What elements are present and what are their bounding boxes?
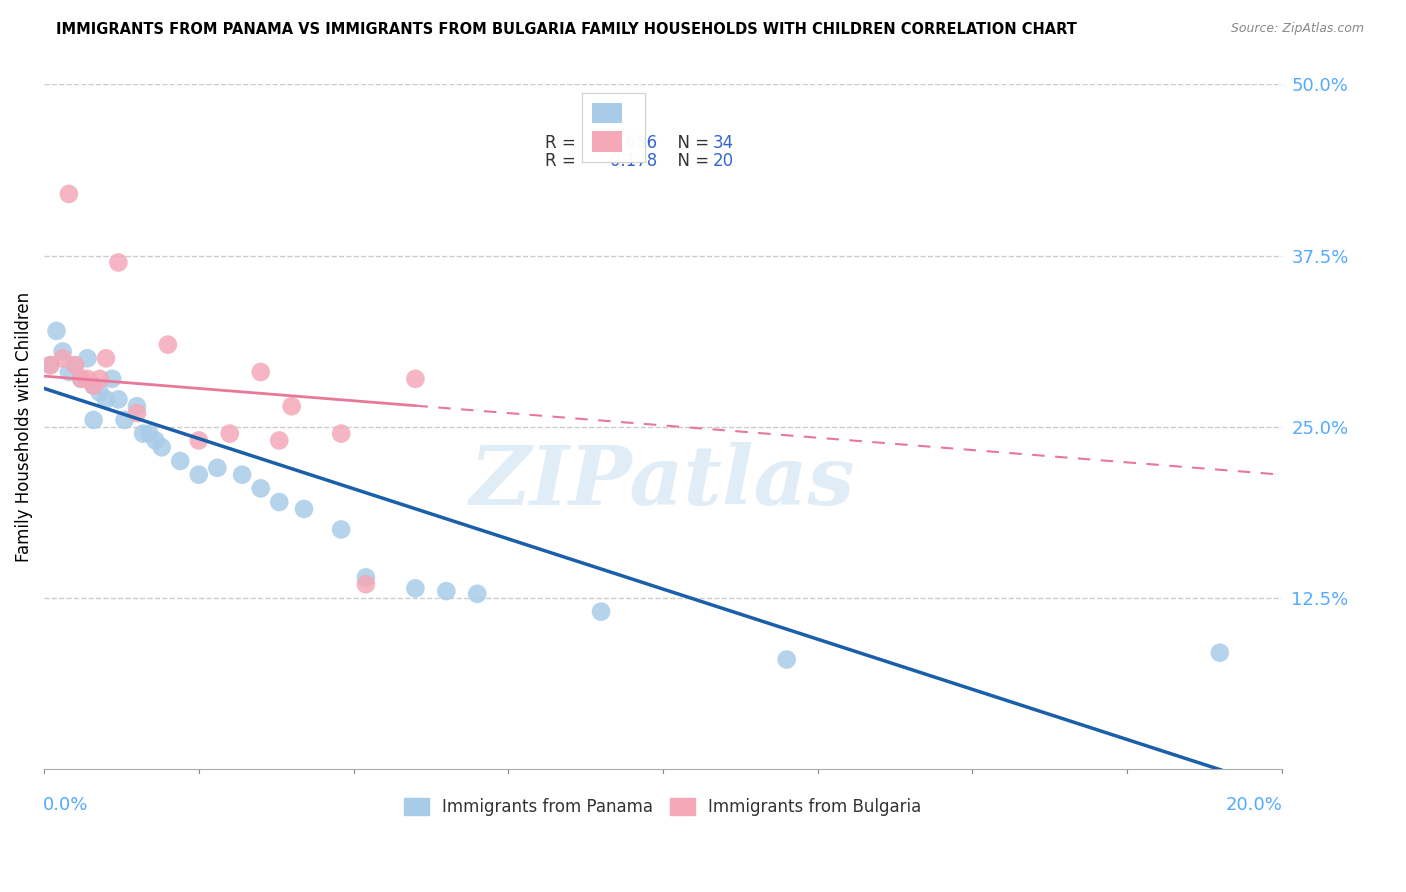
- Text: R =: R =: [546, 134, 581, 152]
- Point: [76, 372, 98, 386]
- Point: [231, 467, 253, 482]
- Text: IMMIGRANTS FROM PANAMA VS IMMIGRANTS FROM BULGARIA FAMILY HOUSEHOLDS WITH CHILDR: IMMIGRANTS FROM PANAMA VS IMMIGRANTS FRO…: [56, 22, 1077, 37]
- Point: [150, 440, 173, 454]
- Point: [107, 392, 129, 407]
- Point: [45, 324, 67, 338]
- Point: [156, 337, 179, 351]
- Point: [83, 378, 105, 392]
- Point: [330, 523, 353, 537]
- Text: N =: N =: [666, 134, 714, 152]
- Point: [1209, 646, 1232, 660]
- Y-axis label: Family Households with Children: Family Households with Children: [15, 292, 32, 562]
- Point: [330, 426, 353, 441]
- Point: [94, 351, 117, 366]
- Point: [58, 365, 80, 379]
- Text: -0.686: -0.686: [605, 134, 658, 152]
- Point: [76, 351, 98, 366]
- Point: [354, 577, 377, 591]
- Point: [125, 406, 148, 420]
- Point: [404, 372, 426, 386]
- Point: [589, 605, 612, 619]
- Point: [169, 454, 191, 468]
- Text: R =: R =: [546, 153, 581, 170]
- Point: [434, 584, 457, 599]
- Point: [114, 413, 136, 427]
- Point: [218, 426, 240, 441]
- Text: 34: 34: [713, 134, 734, 152]
- Point: [465, 587, 488, 601]
- Point: [63, 358, 86, 372]
- Point: [52, 344, 75, 359]
- Point: [39, 358, 62, 372]
- Point: [39, 358, 62, 372]
- Point: [187, 434, 209, 448]
- Point: [52, 351, 75, 366]
- Point: [101, 372, 124, 386]
- Point: [89, 372, 111, 386]
- Point: [70, 372, 93, 386]
- Point: [63, 358, 86, 372]
- Text: 20.0%: 20.0%: [1226, 797, 1282, 814]
- Point: [280, 399, 302, 413]
- Text: -0.178: -0.178: [605, 153, 658, 170]
- Point: [404, 582, 426, 596]
- Point: [107, 255, 129, 269]
- Point: [207, 460, 229, 475]
- Point: [132, 426, 155, 441]
- Point: [145, 434, 167, 448]
- Point: [776, 652, 799, 666]
- Point: [269, 495, 291, 509]
- Point: [187, 467, 209, 482]
- Point: [269, 434, 291, 448]
- Text: Source: ZipAtlas.com: Source: ZipAtlas.com: [1230, 22, 1364, 36]
- Text: 20: 20: [713, 153, 734, 170]
- Text: ZIPatlas: ZIPatlas: [470, 442, 856, 522]
- Legend: , : ,: [582, 93, 645, 161]
- Point: [249, 365, 271, 379]
- Point: [89, 385, 111, 400]
- Point: [70, 372, 93, 386]
- Point: [292, 502, 315, 516]
- Point: [125, 399, 148, 413]
- Point: [354, 570, 377, 584]
- Point: [58, 186, 80, 201]
- Point: [83, 413, 105, 427]
- Text: 0.0%: 0.0%: [42, 797, 89, 814]
- Point: [138, 426, 160, 441]
- Point: [94, 392, 117, 407]
- Point: [83, 378, 105, 392]
- Point: [249, 482, 271, 496]
- Text: N =: N =: [666, 153, 714, 170]
